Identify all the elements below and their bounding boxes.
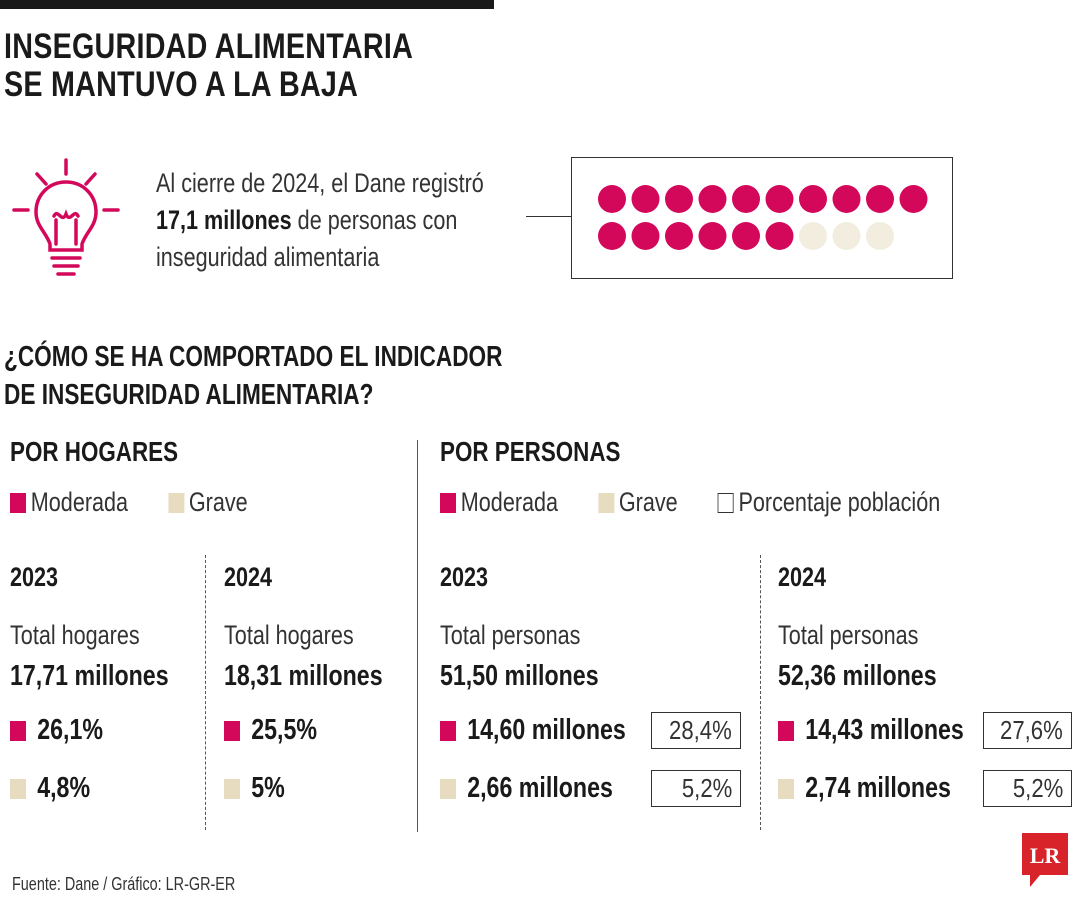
intro-highlight: 17,1 millones xyxy=(156,205,292,235)
personas-2024-total-label: Total personas xyxy=(778,620,919,650)
personas-2023-grave-pct: 5,2% xyxy=(651,770,741,807)
personas-2023-total: 51,50 millones xyxy=(440,660,599,692)
hogares-title: POR HOGARES xyxy=(10,436,179,467)
hogares-2024-moderada: 25,5% xyxy=(224,714,317,747)
section-question: ¿CÓMO SE HA COMPORTADO EL INDICADOR DE I… xyxy=(4,338,502,414)
legend-moderada-label: Moderada xyxy=(30,487,129,517)
hogares-2023-year: 2023 xyxy=(10,562,59,592)
hogares-2024-grave-value: 5% xyxy=(251,772,285,804)
pictogram-box xyxy=(571,157,953,279)
dot-filled xyxy=(665,222,693,250)
page-title: INSEGURIDAD ALIMENTARIA SE MANTUVO A LA … xyxy=(4,28,413,104)
dot-filled xyxy=(832,185,861,213)
dot-filled xyxy=(631,185,660,213)
hogares-2023-total: 17,71 millones xyxy=(10,660,169,692)
personas-2023-moderada-value: 14,60 millones xyxy=(467,714,626,746)
title-line-1: INSEGURIDAD ALIMENTARIA xyxy=(4,27,414,66)
dot-filled xyxy=(732,185,760,213)
hogares-2023-moderada: 26,1% xyxy=(10,714,103,747)
personas-2023-grave-value: 2,66 millones xyxy=(467,772,613,804)
dot-filled xyxy=(665,185,693,213)
intro-text: Al cierre de 2024, el Dane registró 17,1… xyxy=(156,165,484,276)
personas-2023-moderada: 14,60 millones xyxy=(440,714,626,747)
connector-line xyxy=(526,216,572,217)
year-divider-hogares xyxy=(205,555,206,830)
hogares-legend: Moderada Grave xyxy=(10,487,248,518)
dot-filled xyxy=(631,222,660,250)
hogares-2024-year: 2024 xyxy=(224,562,273,592)
personas-2024-moderada-value: 14,43 millones xyxy=(805,714,964,746)
source-note: Fuente: Dane / Gráfico: LR-GR-ER xyxy=(12,874,236,894)
intro-line-1: Al cierre de 2024, el Dane registró xyxy=(156,168,484,198)
top-rule xyxy=(0,0,494,9)
personas-2023-year: 2023 xyxy=(440,562,489,592)
title-line-2: SE MANTUVO A LA BAJA xyxy=(4,65,359,104)
dot-empty xyxy=(866,222,894,250)
dot-filled xyxy=(866,185,894,213)
personas-2024-year: 2024 xyxy=(778,562,827,592)
dot-filled xyxy=(732,222,760,250)
personas-2024-moderada: 14,43 millones xyxy=(778,714,964,747)
dot-filled xyxy=(698,185,727,213)
dot-filled xyxy=(765,185,794,213)
dot-empty xyxy=(799,222,827,250)
hogares-2024-grave: 5% xyxy=(224,772,285,805)
section-divider xyxy=(417,440,418,832)
lightbulb-icon xyxy=(12,158,120,276)
personas-2023-grave: 2,66 millones xyxy=(440,772,613,805)
intro-line-2: 17,1 millones de personas con xyxy=(156,202,484,239)
legend-moderada-swatch xyxy=(440,492,456,513)
personas-legend: Moderada Grave Porcentaje población xyxy=(440,487,940,518)
hogares-2023-grave: 4,8% xyxy=(10,772,90,805)
personas-2024-grave-pct: 5,2% xyxy=(983,770,1072,807)
legend-porcentaje-swatch xyxy=(717,492,734,513)
hogares-2023-moderada-value: 26,1% xyxy=(37,714,103,746)
question-line-2: DE INSEGURIDAD ALIMENTARIA? xyxy=(4,379,374,411)
hogares-2023-grave-value: 4,8% xyxy=(37,772,91,804)
year-divider-personas xyxy=(760,555,761,830)
hogares-2024-total: 18,31 millones xyxy=(224,660,383,692)
legend-porcentaje-label: Porcentaje población xyxy=(738,487,941,517)
lr-logo: LR xyxy=(1022,833,1068,887)
legend-grave-swatch xyxy=(598,492,615,513)
personas-title: POR PERSONAS xyxy=(440,436,621,467)
dot-filled xyxy=(598,185,626,213)
dot-empty xyxy=(832,222,861,250)
hogares-2023-total-label: Total hogares xyxy=(10,620,140,650)
hogares-2024-moderada-value: 25,5% xyxy=(251,714,317,746)
personas-2024-grave-value: 2,74 millones xyxy=(805,772,951,804)
personas-2023-moderada-pct: 28,4% xyxy=(651,712,741,749)
dot-filled xyxy=(899,185,928,213)
dot-filled xyxy=(698,222,727,250)
dot-filled xyxy=(765,222,794,250)
legend-moderada-swatch xyxy=(10,492,26,513)
legend-grave-label: Grave xyxy=(188,487,248,517)
personas-2023-total-label: Total personas xyxy=(440,620,581,650)
legend-grave-label: Grave xyxy=(618,487,678,517)
personas-2024-total: 52,36 millones xyxy=(778,660,937,692)
legend-grave-swatch xyxy=(168,492,185,513)
question-line-1: ¿CÓMO SE HA COMPORTADO EL INDICADOR xyxy=(4,341,503,373)
dot-filled xyxy=(598,222,626,250)
dot-filled xyxy=(799,185,827,213)
pictogram-dots xyxy=(598,185,928,250)
hogares-2024-total-label: Total hogares xyxy=(224,620,354,650)
personas-2024-moderada-pct: 27,6% xyxy=(983,712,1072,749)
personas-2024-grave: 2,74 millones xyxy=(778,772,951,805)
lr-logo-text: LR xyxy=(1030,843,1062,868)
intro-line-2-rest: de personas con xyxy=(291,205,458,235)
legend-moderada-label: Moderada xyxy=(460,487,559,517)
intro-line-3: inseguridad alimentaria xyxy=(156,242,380,272)
